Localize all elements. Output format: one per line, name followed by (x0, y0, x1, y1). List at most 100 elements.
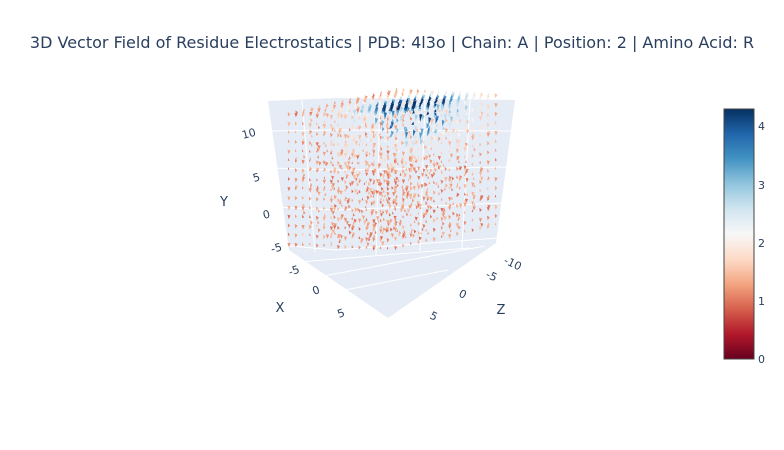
cone-glyph (448, 141, 452, 147)
cone-glyph (330, 123, 333, 129)
cone-glyph (389, 133, 392, 138)
cone-glyph (308, 224, 312, 230)
cone-glyph (487, 150, 490, 155)
cone-glyph (372, 180, 375, 185)
cone-glyph (422, 214, 426, 219)
cone-glyph (295, 121, 298, 126)
cone-glyph (428, 181, 431, 185)
cone-glyph (359, 138, 362, 142)
cone-glyph (330, 234, 333, 239)
cone-glyph (372, 162, 375, 167)
cone-glyph (379, 151, 382, 156)
cone-glyph (372, 142, 377, 148)
cone-glyph (457, 143, 461, 149)
cone-glyph (440, 208, 444, 213)
cone-glyph (302, 138, 305, 143)
cone-glyph (479, 226, 482, 230)
cone-glyph (464, 192, 466, 196)
cone-glyph (463, 100, 467, 107)
cone-glyph (372, 114, 377, 121)
cone-glyph (432, 104, 436, 108)
cone-glyph (358, 142, 360, 147)
cone-glyph (403, 153, 406, 157)
cone-glyph (381, 193, 384, 198)
cone-glyph (472, 176, 475, 181)
cone-glyph (448, 130, 451, 136)
cone-glyph (479, 207, 482, 213)
cone-glyph (473, 147, 476, 152)
cone-glyph (401, 179, 406, 184)
cone-glyph (464, 171, 467, 175)
cone-glyph (401, 184, 404, 188)
cone-glyph (315, 234, 319, 240)
cone-glyph (337, 244, 340, 250)
cone-glyph (463, 183, 467, 189)
cone-glyph (287, 149, 291, 155)
cone-glyph (363, 99, 367, 105)
cone-glyph (429, 140, 433, 146)
cone-glyph (429, 214, 433, 219)
cone-glyph (386, 144, 389, 149)
cone-glyph (387, 122, 391, 128)
cone-glyph (339, 152, 343, 157)
cone-glyph (379, 93, 382, 97)
cone-glyph (418, 142, 421, 146)
cone-glyph (421, 227, 424, 231)
cone-glyph (412, 140, 416, 147)
cone-glyph (440, 122, 443, 127)
cone-glyph (434, 137, 437, 141)
cone-glyph (437, 110, 440, 116)
cone-glyph (310, 220, 313, 226)
cone-glyph (395, 176, 399, 182)
cone-glyph (331, 175, 335, 181)
cone-glyph (361, 209, 364, 214)
cone-glyph (344, 114, 347, 120)
cone-glyph (440, 234, 443, 238)
cone-glyph (443, 134, 446, 140)
cone-glyph (337, 133, 340, 138)
cone-glyph (417, 166, 421, 171)
cone-glyph (358, 161, 361, 165)
cone-glyph (471, 162, 473, 166)
cone-glyph (459, 175, 463, 181)
cone-glyph (344, 179, 347, 185)
cone-glyph (413, 193, 417, 199)
cone-glyph (450, 153, 454, 158)
cone-glyph (473, 184, 476, 188)
cone-glyph (294, 177, 298, 183)
cone-glyph (420, 139, 423, 146)
cone-glyph (452, 118, 455, 124)
cone-glyph (351, 134, 355, 140)
cone-glyph (362, 111, 365, 116)
cone-glyph (329, 226, 333, 231)
cone-glyph (337, 141, 340, 146)
cone-glyph (472, 132, 475, 137)
cone-glyph (448, 158, 451, 162)
cone-glyph (455, 223, 460, 228)
cone-glyph (463, 117, 466, 121)
cone-glyph (390, 168, 395, 173)
cone-glyph (407, 106, 410, 113)
cone-glyph (437, 138, 440, 142)
cone-glyph (466, 119, 470, 125)
cone-glyph (331, 109, 333, 113)
cone-glyph (330, 139, 333, 143)
cone-glyph (445, 118, 448, 123)
cone-glyph (410, 229, 413, 234)
cone-glyph (341, 166, 343, 170)
cone-glyph (465, 177, 469, 183)
cone-glyph (421, 172, 425, 178)
cone-glyph (390, 233, 395, 238)
cone-glyph (382, 198, 385, 202)
cone-glyph (402, 164, 405, 170)
cone-glyph (316, 177, 318, 181)
cone-glyph (417, 181, 420, 186)
cone-glyph (337, 123, 339, 127)
cone-glyph (383, 217, 385, 222)
cone-glyph (379, 153, 381, 157)
cone-glyph (427, 146, 430, 150)
cone-glyph (380, 212, 383, 217)
cone-glyph (436, 161, 439, 167)
cone-glyph (433, 171, 436, 176)
cone-glyph (425, 135, 428, 140)
